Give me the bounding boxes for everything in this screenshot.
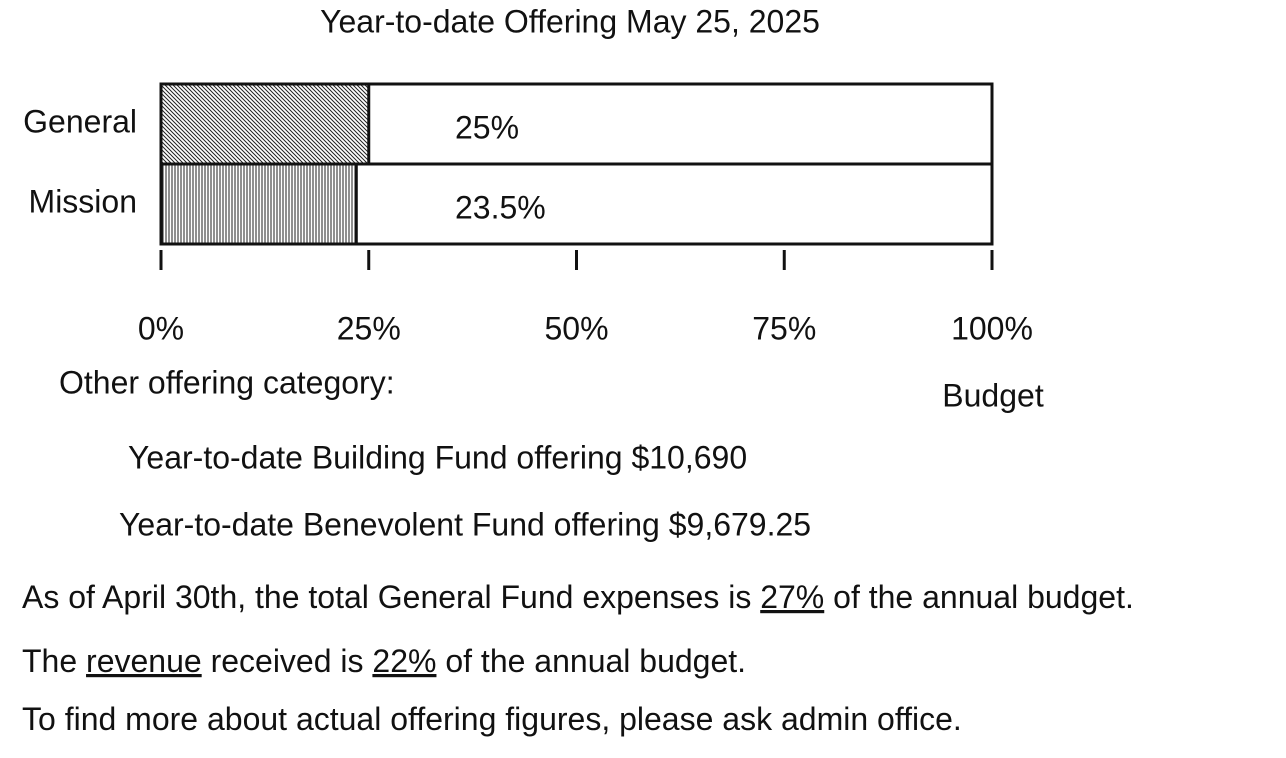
note-text: of the annual budget. bbox=[824, 579, 1134, 615]
underlined-text: 22% bbox=[372, 643, 436, 679]
note-text: of the annual budget. bbox=[436, 643, 746, 679]
note-line: The revenue received is 22% of the annua… bbox=[22, 643, 746, 679]
x-axis-label: Budget bbox=[942, 377, 1044, 413]
underlined-text: revenue bbox=[86, 643, 202, 679]
note-text: As of April 30th, the total General Fund… bbox=[22, 579, 760, 615]
category-label: Mission bbox=[29, 183, 137, 219]
fund-item: Year-to-date Building Fund offering $10,… bbox=[128, 439, 747, 475]
fund-item: Year-to-date Benevolent Fund offering $9… bbox=[119, 506, 811, 542]
other-heading: Other offering category: bbox=[59, 364, 395, 400]
category-label: General bbox=[23, 103, 137, 139]
x-tick-label: 100% bbox=[951, 310, 1033, 346]
x-tick-label: 25% bbox=[337, 310, 401, 346]
note-text: received is bbox=[202, 643, 373, 679]
bar bbox=[159, 162, 358, 246]
underlined-text: 27% bbox=[760, 579, 824, 615]
note-text: To find more about actual offering figur… bbox=[22, 701, 962, 737]
value-label: 23.5% bbox=[455, 189, 546, 225]
note-line: To find more about actual offering figur… bbox=[22, 701, 962, 737]
note-text: The bbox=[22, 643, 86, 679]
note-line: As of April 30th, the total General Fund… bbox=[22, 579, 1134, 615]
bar bbox=[159, 82, 371, 166]
value-label: 25% bbox=[455, 109, 519, 145]
x-tick-label: 75% bbox=[752, 310, 816, 346]
x-tick-label: 0% bbox=[138, 310, 184, 346]
x-tick-label: 50% bbox=[544, 310, 608, 346]
chart-title: Year-to-date Offering May 25, 2025 bbox=[320, 3, 820, 39]
